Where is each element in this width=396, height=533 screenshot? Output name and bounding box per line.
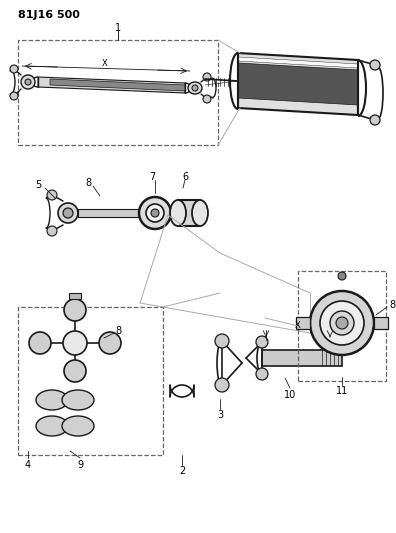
Polygon shape <box>50 79 185 91</box>
Ellipse shape <box>99 332 121 354</box>
Bar <box>178 200 200 226</box>
Ellipse shape <box>215 334 229 348</box>
Ellipse shape <box>64 299 86 321</box>
Ellipse shape <box>47 226 57 236</box>
Text: 8: 8 <box>115 326 121 336</box>
Text: 4: 4 <box>25 460 31 470</box>
Ellipse shape <box>36 416 68 436</box>
Bar <box>69 293 81 299</box>
Text: 8: 8 <box>389 300 395 310</box>
Ellipse shape <box>62 416 94 436</box>
Ellipse shape <box>320 301 364 345</box>
Ellipse shape <box>10 92 18 100</box>
Bar <box>18 40 218 145</box>
Ellipse shape <box>139 197 171 229</box>
Polygon shape <box>38 77 185 93</box>
Bar <box>296 317 310 329</box>
Ellipse shape <box>25 79 31 85</box>
Text: 9: 9 <box>77 460 83 470</box>
Bar <box>18 307 163 455</box>
Polygon shape <box>238 63 358 105</box>
Ellipse shape <box>338 272 346 280</box>
Text: 3: 3 <box>217 410 223 420</box>
Ellipse shape <box>146 204 164 222</box>
Text: 8: 8 <box>85 178 91 188</box>
Ellipse shape <box>310 291 374 355</box>
Ellipse shape <box>64 360 86 382</box>
Ellipse shape <box>256 368 268 380</box>
Ellipse shape <box>188 82 202 94</box>
Polygon shape <box>238 53 358 115</box>
Text: X: X <box>102 60 108 69</box>
Ellipse shape <box>47 190 57 200</box>
Ellipse shape <box>170 200 186 226</box>
Bar <box>298 271 386 381</box>
Ellipse shape <box>330 311 354 335</box>
Polygon shape <box>238 57 358 68</box>
Text: 81J16 500: 81J16 500 <box>18 10 80 20</box>
Ellipse shape <box>63 331 87 355</box>
Ellipse shape <box>21 75 35 89</box>
Ellipse shape <box>63 208 73 218</box>
Text: 2: 2 <box>179 466 185 476</box>
Bar <box>78 209 193 217</box>
Text: 7: 7 <box>149 172 155 182</box>
Ellipse shape <box>192 200 208 226</box>
Ellipse shape <box>256 336 268 348</box>
Ellipse shape <box>29 332 51 354</box>
Text: 6: 6 <box>182 172 188 182</box>
Ellipse shape <box>370 60 380 70</box>
Ellipse shape <box>203 95 211 103</box>
Ellipse shape <box>58 203 78 223</box>
Text: 5: 5 <box>35 180 41 190</box>
Ellipse shape <box>36 390 68 410</box>
Ellipse shape <box>151 209 159 217</box>
Bar <box>262 350 342 366</box>
Text: 10: 10 <box>284 390 296 400</box>
Ellipse shape <box>10 65 18 73</box>
Ellipse shape <box>192 85 198 91</box>
Text: X: X <box>295 321 301 330</box>
Bar <box>374 317 388 329</box>
Ellipse shape <box>370 115 380 125</box>
Ellipse shape <box>336 317 348 329</box>
Ellipse shape <box>203 73 211 81</box>
Text: 11: 11 <box>336 386 348 396</box>
Ellipse shape <box>215 378 229 392</box>
Ellipse shape <box>62 390 94 410</box>
Text: 1: 1 <box>115 23 121 33</box>
